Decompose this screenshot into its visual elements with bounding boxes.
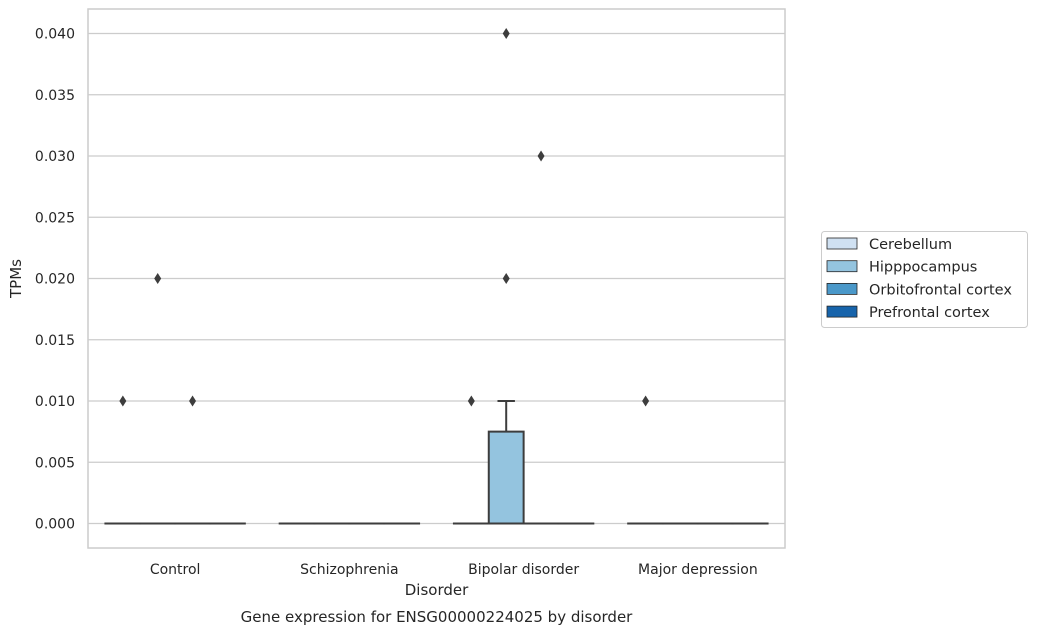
y-tick-label: 0.025 xyxy=(35,210,75,226)
box-hipppocampus-0 xyxy=(139,273,177,525)
x-axis-label: Disorder xyxy=(405,581,469,599)
legend-swatch xyxy=(826,260,858,273)
y-tick-label: 0.000 xyxy=(35,517,75,533)
box-cerebellum-3 xyxy=(627,395,665,525)
x-tick-label: Schizophrenia xyxy=(300,562,398,578)
y-tick-label: 0.020 xyxy=(35,272,75,288)
outlier-point xyxy=(189,395,197,407)
outlier-point xyxy=(537,150,545,162)
x-tick-label: Bipolar disorder xyxy=(468,562,579,578)
legend-label: Orbitofrontal cortex xyxy=(869,282,1012,298)
y-axis-label: TPMs xyxy=(7,259,25,299)
outlier-point xyxy=(467,395,475,407)
y-tick-label: 0.010 xyxy=(35,394,75,410)
legend-swatch xyxy=(826,282,858,295)
plot-frame xyxy=(87,8,786,549)
x-tick-label: Control xyxy=(150,562,201,578)
legend-swatch xyxy=(826,237,858,250)
legend-label: Cerebellum xyxy=(869,237,952,253)
box-cerebellum-0 xyxy=(104,395,142,525)
legend-frame xyxy=(821,231,1028,328)
outlier-point xyxy=(642,395,650,407)
outlier-point xyxy=(119,395,127,407)
y-tick-label: 0.040 xyxy=(35,27,75,43)
outlier-point xyxy=(502,28,510,39)
legend-label: Prefrontal cortex xyxy=(869,305,990,321)
legend: Cerebellum Hipppocampus Orbitofrontal cort… xyxy=(821,231,1028,328)
y-tick-labels: 0.000 0.005 0.010 0.015 0.020 0.025 0.030 0.035… xyxy=(35,27,75,533)
box-body xyxy=(487,430,525,525)
box-orbitofrontal-cortex-0 xyxy=(174,395,211,525)
legend-label: Hipppocampus xyxy=(869,260,977,276)
box-orbitofrontal-cortex-2 xyxy=(522,150,560,525)
boxes xyxy=(104,28,769,525)
outlier-point xyxy=(154,273,162,284)
x-tick-label: Major depression xyxy=(638,562,758,578)
box-cerebellum-2 xyxy=(452,395,490,525)
x-tick-labels: Control Schizophrenia Bipolar disorder Majo… xyxy=(150,562,758,578)
legend-swatch xyxy=(826,305,858,318)
y-tick-label: 0.030 xyxy=(35,149,75,165)
chart-caption: Gene expression for ENSG00000224025 by d… xyxy=(241,608,634,626)
outlier-point xyxy=(502,273,510,284)
box-hipppocampus-2 xyxy=(487,28,525,525)
grid-lines xyxy=(88,32,785,525)
y-tick-label: 0.015 xyxy=(35,333,75,349)
y-tick-label: 0.005 xyxy=(35,455,75,471)
y-tick-label: 0.035 xyxy=(35,88,75,104)
